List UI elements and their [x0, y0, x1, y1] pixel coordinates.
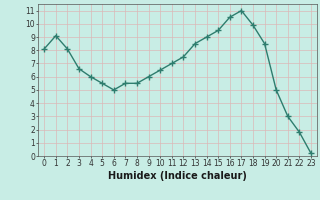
X-axis label: Humidex (Indice chaleur): Humidex (Indice chaleur) [108, 171, 247, 181]
